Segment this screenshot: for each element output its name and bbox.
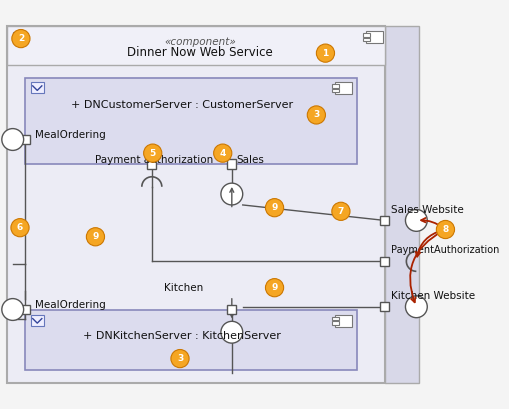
Bar [384, 26, 419, 383]
Bar [363, 38, 370, 41]
Text: 5: 5 [150, 148, 156, 157]
Text: 9: 9 [271, 203, 278, 212]
Circle shape [144, 144, 162, 162]
Text: MealOrdering: MealOrdering [35, 130, 105, 140]
Text: PaymentAuthorization: PaymentAuthorization [391, 245, 499, 255]
Bar [7, 26, 384, 383]
Bar [332, 84, 339, 88]
Bar [228, 305, 236, 314]
Bar [332, 321, 339, 325]
Bar [21, 135, 30, 144]
Text: + DNCustomerServer : CustomerServer: + DNCustomerServer : CustomerServer [71, 100, 293, 110]
Circle shape [221, 321, 243, 343]
Circle shape [406, 209, 427, 231]
Text: 8: 8 [442, 225, 448, 234]
Bar [31, 82, 44, 93]
Circle shape [12, 29, 30, 48]
Text: Kitchen Website: Kitchen Website [391, 291, 475, 301]
Circle shape [307, 106, 325, 124]
Bar [13, 32, 25, 43]
Text: 2: 2 [18, 34, 24, 43]
Circle shape [11, 218, 29, 237]
Circle shape [406, 296, 427, 318]
Circle shape [266, 279, 284, 297]
Text: Sales: Sales [236, 155, 264, 165]
Bar [7, 26, 384, 65]
Bar [147, 160, 156, 169]
Bar [21, 305, 30, 314]
Circle shape [214, 144, 232, 162]
Bar [366, 31, 383, 43]
Bar [363, 33, 370, 37]
Text: Payment authorization: Payment authorization [96, 155, 214, 165]
Circle shape [266, 199, 284, 217]
Text: «component»: «component» [164, 37, 236, 47]
Bar [332, 89, 339, 92]
Text: Sales Website: Sales Website [391, 204, 464, 214]
Circle shape [87, 228, 104, 246]
Text: + DNKitchenServer : KitchenServer: + DNKitchenServer : KitchenServer [83, 331, 281, 342]
Bar [380, 302, 389, 311]
Circle shape [332, 202, 350, 220]
Bar [31, 315, 44, 326]
Bar [380, 257, 389, 266]
Text: MealOrdering: MealOrdering [35, 300, 105, 310]
Text: 3: 3 [177, 354, 183, 363]
Bar [228, 160, 236, 169]
Text: 9: 9 [92, 232, 99, 241]
Text: 3: 3 [313, 110, 320, 119]
Bar [380, 216, 389, 225]
Circle shape [171, 350, 189, 368]
Circle shape [436, 220, 455, 238]
Bar [25, 310, 357, 371]
Bar [332, 317, 339, 320]
Bar [335, 315, 352, 327]
Circle shape [2, 299, 23, 320]
Text: 1: 1 [322, 49, 329, 58]
Text: Dinner Now Web Service: Dinner Now Web Service [127, 46, 273, 59]
Text: Kitchen: Kitchen [163, 283, 203, 293]
Text: 6: 6 [17, 223, 23, 232]
Bar [25, 78, 357, 164]
Circle shape [221, 183, 243, 205]
Circle shape [2, 128, 23, 151]
Bar [335, 82, 352, 94]
Text: 7: 7 [338, 207, 344, 216]
Text: 9: 9 [271, 283, 278, 292]
Text: 4: 4 [219, 148, 226, 157]
Circle shape [317, 44, 334, 62]
